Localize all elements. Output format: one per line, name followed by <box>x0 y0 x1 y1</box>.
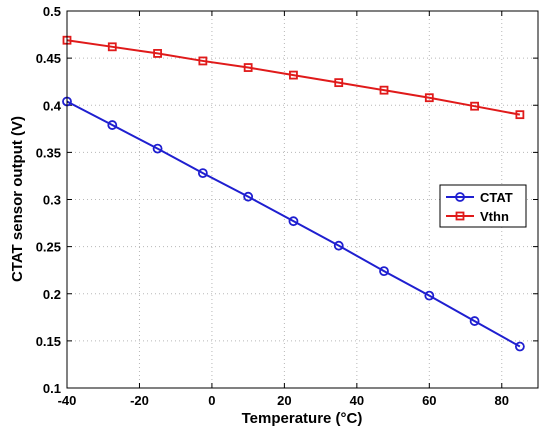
series-line-vthn <box>66 39 521 116</box>
data-point-ctat <box>107 120 118 130</box>
legend: CTAT Vthn <box>439 184 527 228</box>
data-point-ctat <box>469 316 480 326</box>
data-point-vthn <box>243 63 253 72</box>
data-point-ctat <box>288 216 299 227</box>
legend-marker-vthn <box>455 211 465 221</box>
y-tick-label: 0.1 <box>43 381 61 396</box>
y-tick-label: 0.2 <box>43 287 61 302</box>
data-point-vthn <box>515 110 525 120</box>
data-point-ctat <box>152 143 163 154</box>
data-point-vthn <box>107 42 117 52</box>
data-point-ctat <box>197 168 208 179</box>
data-point-vthn <box>198 56 208 66</box>
y-tick-label: 0.5 <box>43 4 61 19</box>
x-tick-label: 40 <box>350 393 364 408</box>
y-tick-label: 0.35 <box>36 145 61 160</box>
legend-box <box>439 184 527 228</box>
data-series <box>62 35 525 352</box>
data-point-vthn <box>153 49 162 58</box>
data-point-vthn <box>470 101 479 111</box>
data-point-vthn <box>334 78 344 88</box>
y-tick-label: 0.25 <box>36 240 61 255</box>
x-axis-label: Temperature (°C) <box>242 410 363 427</box>
x-tick-label: 80 <box>495 393 509 408</box>
x-tick-label: -40 <box>58 393 77 408</box>
data-point-vthn <box>379 85 389 95</box>
legend-label-vthn: Vthn <box>480 209 509 224</box>
x-tick-label: 20 <box>277 393 291 408</box>
legend-marker-ctat <box>455 192 465 202</box>
x-tick-label: 0 <box>208 393 215 408</box>
data-point-ctat <box>514 341 525 352</box>
data-point-vthn <box>424 93 434 103</box>
series-line-ctat <box>66 100 521 348</box>
y-tick-label: 0.15 <box>36 334 61 349</box>
plot-frame <box>66 10 539 389</box>
data-point-vthn <box>289 70 298 80</box>
data-point-ctat <box>379 266 389 277</box>
legend-label-ctat: CTAT <box>480 190 513 205</box>
y-tick-label: 0.3 <box>43 193 61 208</box>
data-point-ctat <box>424 290 435 301</box>
y-axis-label: CTAT sensor output (V) <box>9 116 26 282</box>
data-point-ctat <box>243 191 254 202</box>
x-tick-label: 60 <box>422 393 436 408</box>
x-tick-label: -20 <box>130 393 149 408</box>
y-tick-label: 0.4 <box>43 98 62 113</box>
y-tick-label: 0.45 <box>36 51 61 66</box>
data-point-ctat <box>333 240 344 251</box>
axis-ticks: -40 -20 0 20 40 60 80 0.1 0.15 0.2 0.25 0.3 0.35 0.4 0… <box>36 4 538 408</box>
